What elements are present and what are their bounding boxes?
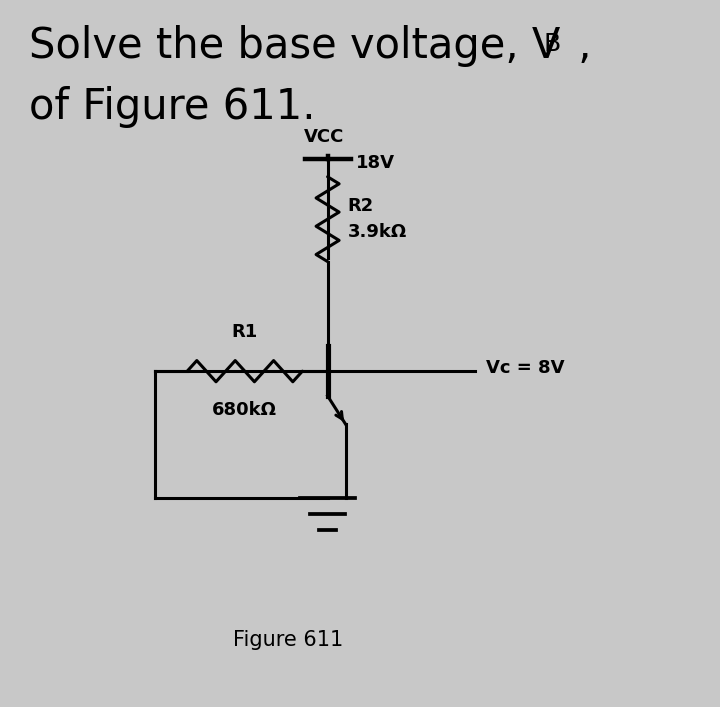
Text: 18V: 18V: [356, 153, 395, 172]
Text: 680kΩ: 680kΩ: [212, 401, 277, 419]
Text: Vc = 8V: Vc = 8V: [486, 358, 564, 377]
Text: of Figure 611.: of Figure 611.: [29, 86, 315, 128]
Text: R2: R2: [348, 197, 374, 216]
Text: B: B: [544, 32, 561, 56]
Text: Figure 611: Figure 611: [233, 631, 343, 650]
Text: ,: ,: [565, 25, 592, 66]
Text: R1: R1: [232, 324, 258, 341]
Text: 3.9kΩ: 3.9kΩ: [348, 223, 407, 241]
Text: Solve the base voltage, V: Solve the base voltage, V: [29, 25, 560, 66]
Text: VCC: VCC: [304, 129, 344, 146]
